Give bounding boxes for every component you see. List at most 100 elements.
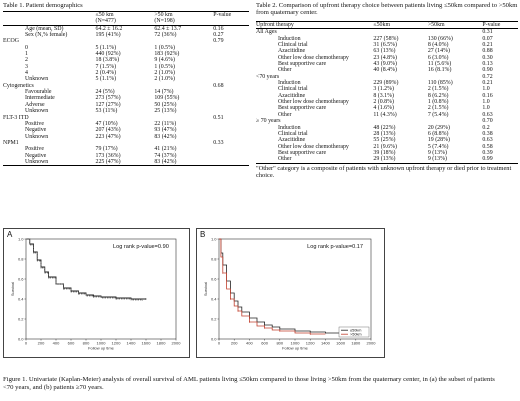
table-cell: 207 (43%) [95,127,121,134]
row-label: 2 [25,57,28,64]
table-cell: 0.30 [482,54,493,61]
table-row: Favourable 24 (5%) 14 (7%) [3,89,249,95]
patient-demographics-table: ≤50 km (N=477) >50 km (N=198) P-value Age … [3,11,249,167]
table-row: Other 40 (8.4%) 16 (8.1%) 0.90 [256,67,518,73]
row-label: Best supportive care [278,105,327,112]
table-header-cell: ≤50 km (N=477) [95,11,155,26]
table-cell: 9 (4.6%) [154,57,175,64]
logrank-annotation: Log rank p-value=0.17 [307,244,363,250]
x-tick-label: 2000 [172,341,182,346]
table-cell: 0.21 [482,42,493,49]
table-cell: 5 (7.4%) [427,143,449,150]
x-tick-label: 1200 [112,341,122,346]
table-cell: 40 (8.4%) [373,67,397,74]
row-label: NPM1 [3,139,19,146]
table-row: NPM1 0.33 [3,140,249,146]
table-row: Other low dose chemotherapy 2 (0.8%) 1 (0.… [256,99,518,105]
row-label: Intermediate [25,95,55,102]
row-label: All Ages [256,29,277,36]
row-label: Favourable [25,89,52,96]
table-cell: 440 (92%) [95,51,121,58]
row-label: Other low dose chemotherapy [278,99,349,106]
table-row: Azacitidine 55 (25%) 19 (28%) 0.63 [256,137,518,143]
x-tick-label: 200 [38,341,45,346]
table-cell: 0.21 [482,80,493,87]
table-cell: 20 (29%) [427,124,450,131]
x-tick-label: 1000 [291,341,301,346]
table-cell: 0.31 [482,29,493,36]
table-row: Best supportive care 39 (18%) 9 (13%) 0.39 [256,150,518,156]
table-cell: 64.2 ± 16.2 [95,25,123,32]
row-label: Adverse [25,101,45,108]
table2-footnote: "Other" category is a composite of patie… [256,165,512,180]
x-tick-label: 200 [231,341,238,346]
table-cell: 6 (8.8%) [427,130,449,137]
table-cell: 130 (66%) [427,35,453,42]
table-cell: 21 (9.6%) [373,143,397,150]
table-row: Induction 229 (89%) 110 (85%) 0.21 [256,80,518,86]
table-cell: 0.51 [213,114,224,121]
panel-letter-b: B [200,230,206,239]
table-cell: 2 (0.8%) [373,99,394,106]
table-row: Age (mean, SD) 64.2 ± 16.2 62.4 ± 13.7 0.16 [3,25,249,32]
table-row: Clinical trial 28 (13%) 6 (8.8%) 0.38 [256,131,518,137]
row-label: 3 [25,63,28,70]
row-label: Unknown [25,108,49,115]
table-cell: 9 (13%) [427,156,483,164]
table-cell: 1 (0.5%) [154,44,175,51]
table-row: Negative 207 (43%) 93 (47%) [3,127,249,133]
row-label: Other low dose chemotherapy [278,54,349,61]
row-label: Other low dose chemotherapy [278,143,349,150]
table1-title: Table 1. Patient demographics [3,2,83,9]
table-cell: 39 (18%) [373,149,396,156]
table-cell [373,29,427,36]
x-tick-label: 1200 [306,341,316,346]
table-cell: 0.68 [213,82,224,89]
row-label: Clinical trial [278,130,308,137]
panel-letter-a: A [7,230,13,239]
table-cell: 41 (21%) [154,146,177,153]
table-cell: 0.63 [482,111,493,118]
km-plot-panel-a: A 0 200 400 600 800 1000 1200 1400 1600 1800 2000 0… [3,228,190,358]
table-cell: 55 (25%) [373,137,396,144]
table-cell: 11 (5.6%) [427,61,452,68]
table-cell: 110 (85%) [427,80,453,87]
y-tick-label: 0.4 [211,296,217,301]
y-axis-label: Survival [10,282,15,296]
row-label: Positive [25,120,44,127]
table-row: Best supportive care 4 (1.6%) 2 (1.5%) 1.0 [256,105,518,111]
table-cell: 79 (17%) [95,146,118,153]
row-label: Unknown [3,158,96,167]
table-cell: 1.0 [482,105,490,112]
table-cell: 4 (1.6%) [373,105,394,112]
row-label: Induction [278,35,301,42]
table-cell: 109 (55%) [154,95,180,102]
table-cell: 25 (13%) [154,108,177,115]
table-cell: 5 (1.1%) [95,76,117,83]
table-cell: 1.0 [482,86,490,93]
row-label: Negative [25,152,47,159]
table-cell: 0.16 [482,92,493,99]
table-cell: 9 (13%) [427,149,447,156]
table-cell: 5 (1.1%) [95,44,117,51]
table-row: Unknown 225 (47%) 83 (42%) [3,158,249,167]
x-tick-label: 1800 [157,341,167,346]
x-tick-label: 400 [53,341,60,346]
table-cell: 7 (5.4%) [427,111,449,118]
x-axis-label: Follow up time [282,346,309,351]
table-cell: 83 (42%) [154,133,177,140]
table-header-cell: P-value [482,20,518,30]
table-row: 1 440 (92%) 183 (92%) [3,51,249,57]
km-plot-panel-b: B 0 200 400 600 800 1000 1200 1400 1600 1800 2000 0… [196,228,385,358]
x-tick-label: 1600 [336,341,346,346]
y-tick-label: 0.0 [211,336,217,341]
x-tick-label: 600 [68,341,75,346]
table-cell [213,158,249,167]
table-row: Adverse 127 (27%) 50 (25%) [3,102,249,108]
y-tick-label: 1.0 [18,236,24,241]
table-cell: 0.13 [482,61,493,68]
row-label: Azacitidine [278,137,306,144]
table-row: Induction 227 (58%) 130 (66%) 0.07 [256,36,518,42]
row-label: Best supportive care [278,149,327,156]
table-cell: 0.39 [482,149,493,156]
